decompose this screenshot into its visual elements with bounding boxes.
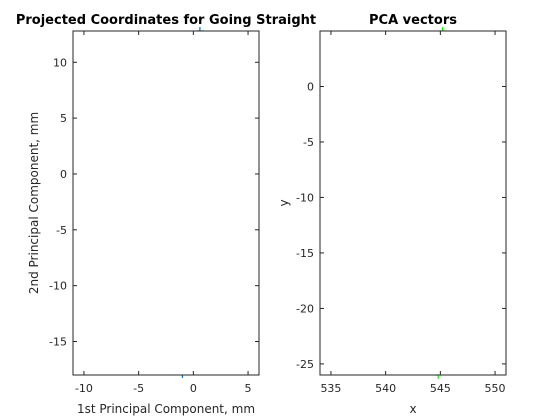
y-tick-label-right: -15 xyxy=(296,247,314,260)
y-tick-label-left: -5 xyxy=(56,224,67,237)
x-axis-label-right: x xyxy=(409,402,416,416)
y-tick-label-left: 0 xyxy=(60,168,67,181)
y-tick-label-left: -15 xyxy=(49,335,67,348)
projected-coordinates-axes: Projected Coordinates for Going Straight… xyxy=(16,13,316,416)
x-tick-label-left: 5 xyxy=(245,382,252,395)
y-tick-label-right: -20 xyxy=(296,302,314,315)
y-tick-label-right: 0 xyxy=(307,80,314,93)
y-tick-label-left: 5 xyxy=(60,112,67,125)
chart-title-right: PCA vectors xyxy=(369,13,457,28)
x-tick-label-right: 545 xyxy=(430,382,451,395)
y-tick-label-right: -5 xyxy=(303,136,314,149)
axes-box-left xyxy=(73,31,259,375)
axes-box-right xyxy=(320,31,506,375)
y-tick-label-left: -10 xyxy=(49,280,67,293)
pca-vectors-axes: PCA vectors x y 535 540 545 550 -25 -20 -15 -10… xyxy=(277,13,506,416)
x-tick-label-left: 0 xyxy=(190,382,197,395)
y-tick-label-right: -25 xyxy=(296,358,314,371)
x-tick-label-right: 535 xyxy=(320,382,341,395)
y-tick-label-right: -10 xyxy=(296,191,314,204)
x-tick-label-right: 540 xyxy=(375,382,396,395)
x-axis-label-left: 1st Principal Component, mm xyxy=(77,402,255,416)
y-tick-label-left: 10 xyxy=(53,56,67,69)
y-axis-label-left: 2nd Principal Component, mm xyxy=(27,112,41,294)
x-tick-label-left: -10 xyxy=(75,382,93,395)
x-tick-label-left: -5 xyxy=(133,382,144,395)
x-tick-label-right: 550 xyxy=(485,382,506,395)
y-axis-label-right: y xyxy=(277,199,291,206)
chart-title-left: Projected Coordinates for Going Straight xyxy=(16,13,316,28)
